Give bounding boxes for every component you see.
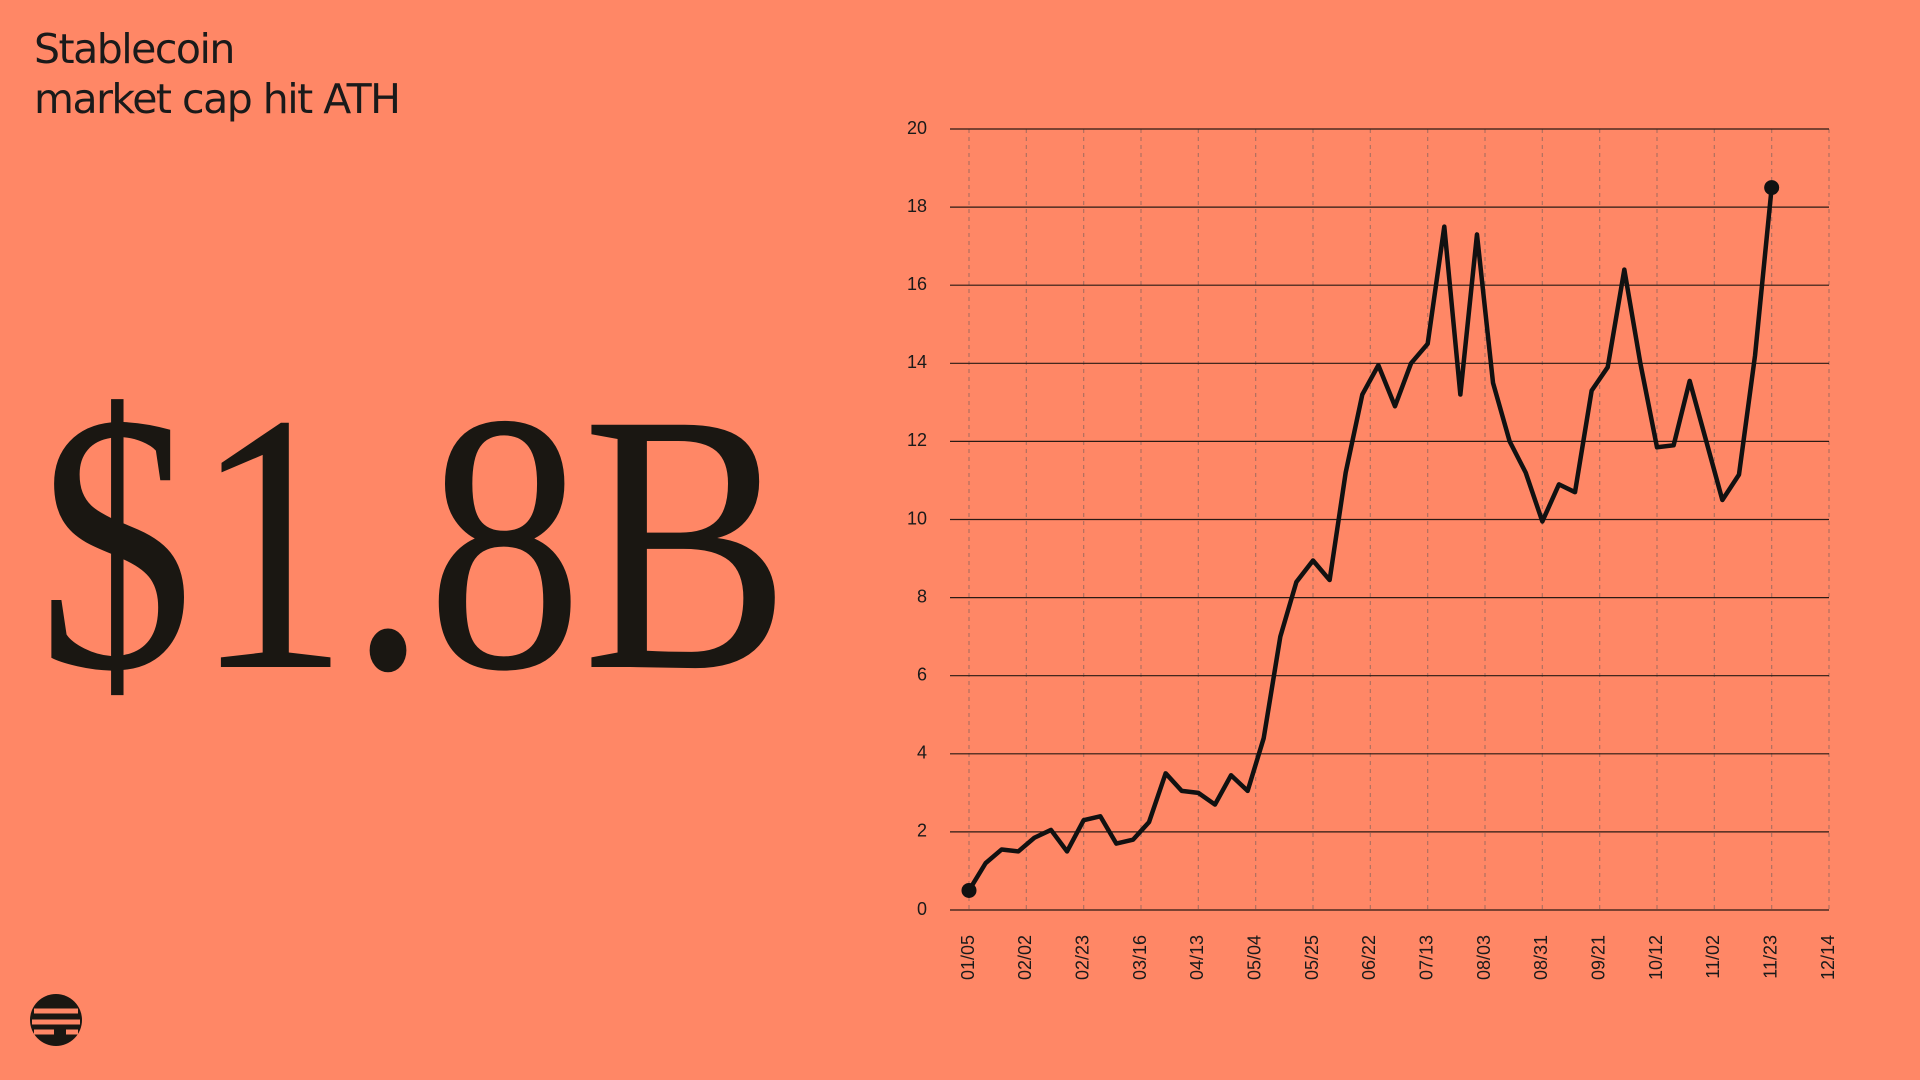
y-tick-label: 2 <box>917 821 927 841</box>
y-tick-label: 10 <box>907 508 927 528</box>
plot: 01/05 02/02 02/23 03/16 04/13 05/04 05/25 06/22… <box>907 118 1838 980</box>
y-tick-label: 4 <box>917 743 927 763</box>
x-tick-label: 01/05 <box>958 935 978 980</box>
logo-stripes <box>32 1008 80 1035</box>
x-tick-label: 09/21 <box>1588 935 1608 980</box>
x-tick-label: 02/23 <box>1072 935 1092 980</box>
headline: $1.8B <box>38 338 790 748</box>
y-tick-label: 6 <box>917 664 927 684</box>
y-tick-label: 18 <box>907 196 927 216</box>
endpoint-dot <box>961 882 977 898</box>
y-tick-label: 12 <box>907 430 927 450</box>
y-tick-label: 0 <box>917 899 927 919</box>
x-tick-label: 05/04 <box>1244 935 1264 980</box>
y-tick-label: 16 <box>907 274 927 294</box>
x-tick-label: 03/16 <box>1130 935 1150 980</box>
x-tick-label: 04/13 <box>1187 935 1207 980</box>
title-line: market cap hit ATH <box>34 75 399 123</box>
x-tick-label: 12/14 <box>1818 935 1838 980</box>
title-line: Stablecoin <box>34 25 234 73</box>
line-series <box>967 187 1774 892</box>
x-tick-label: 10/12 <box>1646 935 1666 980</box>
logo <box>30 994 82 1046</box>
y-tick-label: 20 <box>907 118 927 138</box>
y-tick-label: 14 <box>907 352 927 372</box>
x-tick-label: 02/02 <box>1015 935 1035 980</box>
x-tick-label: 11/02 <box>1703 935 1723 979</box>
y-tick-label: 8 <box>917 586 927 606</box>
x-tick-label: 08/31 <box>1531 935 1551 980</box>
x-tick-label: 11/23 <box>1760 935 1780 979</box>
x-tick-label: 07/13 <box>1416 935 1436 980</box>
x-tick-label: 06/22 <box>1359 935 1379 980</box>
x-tick-label: 05/25 <box>1302 935 1322 980</box>
endpoint-dot <box>1764 180 1780 196</box>
x-tick-label: 08/03 <box>1474 935 1494 980</box>
